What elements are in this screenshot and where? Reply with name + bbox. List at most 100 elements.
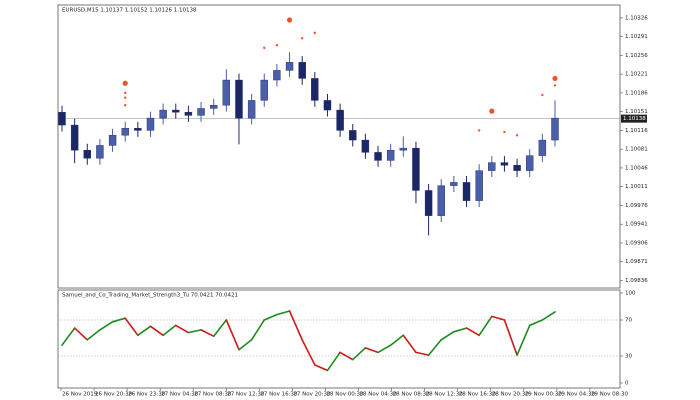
fractal-marker [263, 46, 266, 50]
indicator-segment [503, 319, 518, 356]
candle-body [475, 170, 483, 201]
indicator-y-tick-label: 100 [625, 291, 636, 297]
indicator-segment [149, 325, 164, 337]
indicator-y-tick-label: 30 [625, 354, 632, 360]
candle-body [260, 79, 268, 101]
y-tick-label: 1.10326 [625, 15, 648, 21]
candle-body [83, 150, 91, 159]
candle-body [500, 162, 509, 166]
candle-body [336, 109, 344, 131]
fractal-marker [541, 93, 544, 97]
candle-body [361, 139, 370, 153]
candle-body [424, 190, 433, 216]
candle-body [121, 128, 129, 136]
x-tick-label: 28 Nov 00:30 [326, 392, 364, 398]
fractal-marker [515, 134, 519, 137]
candle-body [247, 100, 256, 119]
candle-body [134, 128, 142, 131]
indicator-segment [351, 347, 367, 361]
indicator-segment [162, 324, 177, 337]
x-tick-label: 27 Nov 12:30 [227, 392, 265, 398]
x-tick-label: 28 Nov 20:30 [492, 392, 530, 398]
candle-body [235, 79, 243, 119]
x-tick-label: 28 Nov 16:30 [459, 392, 497, 398]
indicator-segment [61, 327, 76, 347]
y-tick-label: 1.09836 [625, 278, 648, 284]
candle-body [437, 185, 445, 216]
fractal-marker [552, 75, 558, 82]
indicator-segment [301, 338, 316, 366]
x-tick-label: 27 Nov 20:30 [293, 392, 331, 398]
y-tick-label: 1.10291 [625, 34, 648, 40]
price-pane [57, 4, 621, 289]
indicator-segment [288, 310, 303, 341]
y-tick-label: 1.10256 [625, 53, 648, 59]
indicator-segment [465, 327, 480, 337]
indicator-segment [73, 327, 89, 341]
y-tick-label: 1.10081 [625, 147, 648, 153]
x-tick-label: 26 Nov 20:30 [95, 392, 133, 398]
candle-body [58, 111, 66, 126]
fractal-marker [124, 104, 127, 107]
candle-body [70, 124, 79, 151]
candle-body [159, 109, 167, 119]
fractal-marker [477, 129, 481, 132]
y-tick-label: 1.09906 [625, 240, 648, 246]
indicator-y-tick-label: 70 [625, 318, 632, 324]
candle-body [222, 79, 231, 106]
indicator-segment [326, 351, 341, 372]
indicator-segment [187, 329, 202, 334]
x-tick-label: 29 Nov 04:30 [558, 392, 596, 398]
candle-body [526, 155, 534, 171]
candle-body [172, 109, 180, 113]
y-tick-label: 1.09871 [625, 259, 648, 265]
indicator-segment [238, 338, 253, 351]
indicator-segment [541, 311, 556, 321]
fractal-marker [122, 80, 128, 86]
indicator-segment [124, 317, 139, 337]
candle-body [108, 135, 117, 146]
current-price-label: 1.10138 [623, 116, 646, 122]
x-tick-label: 29 Nov 08:30 [591, 392, 629, 398]
candle-body [146, 117, 155, 131]
candle-body [374, 152, 382, 161]
candle-body [399, 147, 408, 151]
indicator-segment [364, 347, 379, 354]
indicator-segment [415, 351, 430, 356]
candle-body [462, 182, 471, 201]
y-tick-label: 1.10221 [625, 72, 648, 78]
y-tick-label: 1.10046 [625, 165, 648, 171]
candle-body [513, 165, 521, 171]
x-tick-label: 28 Nov 12:30 [426, 392, 464, 398]
x-tick-label: 27 Nov 08:30 [194, 392, 232, 398]
chart-title: EURUSD,M15 1.10137 1.10152 1.10126 1.101… [62, 8, 197, 14]
x-tick-label: 27 Nov 16:30 [260, 392, 298, 398]
indicator-segment [99, 320, 114, 331]
fractal-marker [553, 84, 557, 87]
indicator-segment [263, 313, 278, 321]
candle-body [273, 70, 281, 81]
fractal-marker [300, 37, 304, 40]
indicator-segment [453, 327, 468, 333]
y-tick-label: 1.10116 [625, 128, 648, 134]
y-tick-label: 1.10151 [625, 109, 648, 115]
candle-body [488, 162, 496, 171]
candle-body [323, 100, 332, 111]
candle-body [538, 139, 547, 156]
candle-body [96, 145, 104, 159]
indicator-segment [427, 338, 443, 356]
candle-body [197, 108, 205, 116]
indicator-segment [137, 325, 152, 337]
indicator-segment [276, 310, 291, 316]
y-tick-label: 1.10011 [625, 184, 648, 190]
indicator-segment [250, 319, 266, 341]
candle-body [551, 117, 559, 141]
fractal-marker [286, 17, 293, 23]
indicator-segment [314, 364, 329, 372]
y-tick-label: 1.09976 [625, 203, 648, 209]
indicator-segment [478, 315, 493, 337]
candle-body [386, 150, 395, 161]
indicator-segment [516, 324, 531, 356]
